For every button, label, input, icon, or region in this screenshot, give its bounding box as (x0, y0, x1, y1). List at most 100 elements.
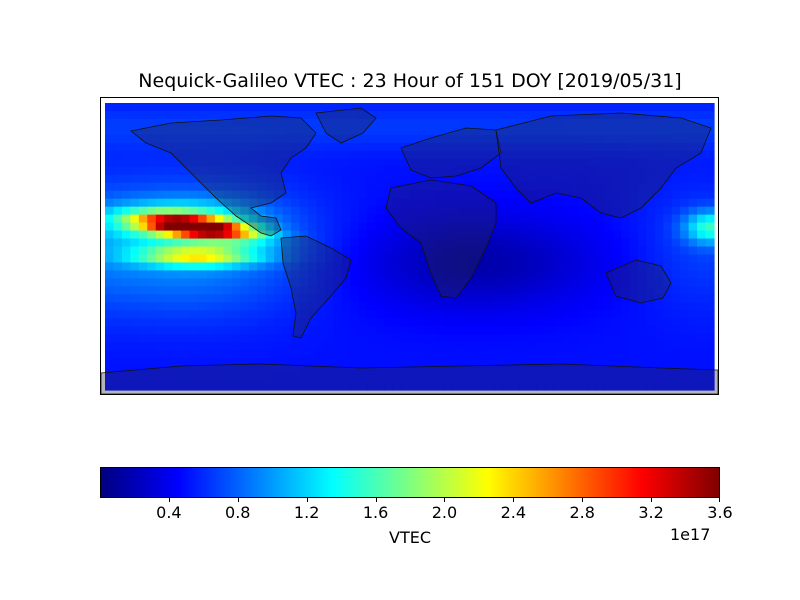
heatmap-cell (257, 198, 267, 208)
heatmap-cell (282, 382, 292, 391)
heatmap-cell (671, 286, 681, 295)
heatmap-cell (502, 254, 512, 264)
heatmap-cell (544, 342, 554, 351)
heatmap-cell (544, 134, 554, 144)
heatmap-cell (587, 366, 597, 375)
heatmap-cell (392, 302, 402, 311)
heatmap-cell (214, 350, 225, 359)
heatmap-cell (333, 190, 343, 200)
heatmap-cell (688, 294, 698, 303)
heatmap-cell (350, 350, 360, 359)
heatmap-cell (561, 150, 571, 160)
heatmap-cell (231, 326, 241, 335)
heatmap-cell (401, 190, 411, 200)
heatmap-cell (130, 302, 140, 311)
heatmap-cell (587, 294, 597, 303)
heatmap-cell (147, 318, 157, 327)
heatmap-cell (663, 310, 673, 319)
heatmap-cell (434, 166, 444, 176)
heatmap-cell (358, 262, 368, 272)
heatmap-cell (409, 326, 419, 335)
heatmap-cell (392, 366, 402, 375)
heatmap-cell (561, 246, 571, 256)
heatmap-cell (375, 230, 385, 240)
heatmap-cell (629, 366, 639, 375)
heatmap-cell (358, 190, 368, 200)
heatmap-cell (527, 302, 537, 311)
heatmap-cell (375, 294, 385, 303)
antarctica-outline (101, 363, 718, 394)
heatmap-cell (612, 342, 622, 351)
heatmap-cell (527, 262, 537, 272)
heatmap-cell (570, 103, 580, 112)
heatmap-cell (358, 126, 368, 136)
heatmap-cell (612, 270, 622, 279)
heatmap-cell (358, 342, 368, 351)
heatmap-cell (680, 334, 690, 343)
heatmap-cell (324, 278, 334, 287)
heatmap-cell (637, 334, 647, 343)
heatmap-cell (612, 374, 622, 383)
heatmap-cell (130, 118, 140, 128)
heatmap-cell (130, 342, 140, 351)
heatmap-cell (604, 230, 614, 240)
heatmap-cell (485, 246, 495, 256)
heatmap-cell (231, 374, 241, 383)
heatmap-cell (477, 230, 487, 240)
heatmap-cell (460, 382, 470, 391)
heatmap-cell (121, 182, 131, 192)
heatmap-cell (570, 358, 580, 367)
colorbar-tick-label: 3.2 (638, 503, 664, 522)
heatmap-cell (477, 358, 487, 367)
heatmap-cell (248, 382, 258, 391)
heatmap-cell (198, 238, 208, 248)
heatmap-cell (629, 286, 639, 295)
heatmap-cell (324, 222, 334, 232)
heatmap-cell (511, 366, 521, 375)
heatmap-cell (553, 103, 563, 112)
heatmap-cell (511, 150, 521, 160)
heatmap-cell (451, 103, 461, 112)
heatmap-cell (189, 310, 199, 319)
heatmap-cell (688, 190, 698, 200)
heatmap-cell (477, 278, 487, 287)
heatmap-cell (138, 350, 148, 359)
heatmap-cell (375, 182, 385, 192)
heatmap-cell (637, 206, 647, 216)
heatmap-cell (561, 182, 571, 192)
heatmap-cell (697, 198, 707, 208)
heatmap-cell (629, 103, 639, 112)
heatmap-cell (553, 118, 563, 128)
heatmap-cell (324, 134, 334, 144)
heatmap-cell (291, 286, 301, 295)
heatmap-cell (460, 350, 470, 359)
heatmap-cell (333, 286, 343, 295)
heatmap-cell (494, 190, 504, 200)
heatmap-cell (561, 358, 571, 367)
heatmap-cell (299, 374, 309, 383)
heatmap-cell (527, 310, 537, 319)
heatmap-cell (705, 374, 715, 383)
heatmap-cell (214, 142, 225, 152)
heatmap-cell (527, 103, 537, 112)
heatmap-cell (358, 214, 368, 224)
heatmap-cell (198, 142, 208, 152)
heatmap-cell (688, 103, 698, 112)
heatmap-cell (544, 166, 554, 176)
heatmap-cell (401, 310, 411, 319)
heatmap-cell (248, 214, 258, 224)
heatmap-cell (604, 182, 614, 192)
heatmap-cell (477, 310, 487, 319)
heatmap-cell (333, 230, 343, 240)
heatmap-cell (629, 334, 639, 343)
heatmap-cell (697, 294, 707, 303)
heatmap-cell (282, 366, 292, 375)
heatmap-cell (214, 190, 225, 200)
heatmap-cell (637, 302, 647, 311)
heatmap-cell (620, 318, 631, 327)
heatmap-cell (646, 270, 656, 279)
heatmap-cell (536, 342, 546, 351)
heatmap-cell (138, 174, 148, 184)
heatmap-cell (494, 286, 504, 295)
heatmap-cell (291, 366, 301, 375)
